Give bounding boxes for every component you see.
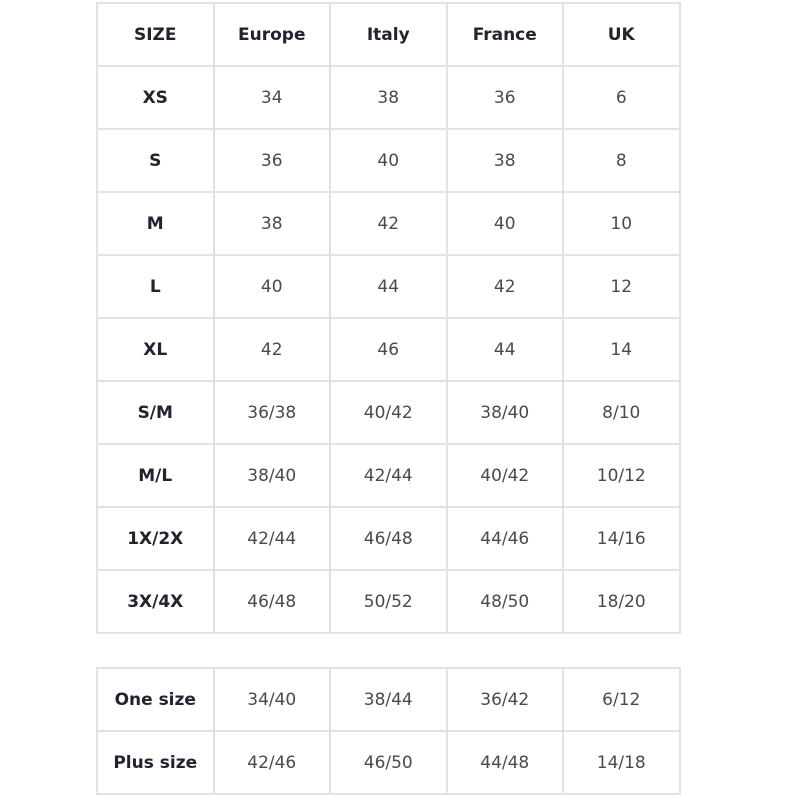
table-row: S/M 36/38 40/42 38/40 8/10 — [96, 380, 681, 445]
table-cell: 42 — [445, 254, 564, 319]
size-label-cell: S/M — [96, 380, 215, 445]
table-cell: 14/16 — [562, 506, 681, 571]
size-label-cell: S — [96, 128, 215, 193]
size-conversion-table: SIZE Europe Italy France UK XS 34 38 36 6 S 36 40 38 8… — [96, 2, 681, 634]
table-cell: 14 — [562, 317, 681, 382]
size-label-cell: XS — [96, 65, 215, 130]
table-cell: 8/10 — [562, 380, 681, 445]
table-cell: 34 — [212, 65, 331, 130]
size-label-cell: Plus size — [96, 730, 215, 795]
size-label-cell: XL — [96, 317, 215, 382]
table-cell: 36 — [445, 65, 564, 130]
table-row: S 36 40 38 8 — [96, 128, 681, 193]
table-cell: 44/48 — [445, 730, 564, 795]
column-header: France — [445, 2, 564, 67]
header-row: SIZE Europe Italy France UK — [96, 2, 681, 67]
column-header: Europe — [212, 2, 331, 67]
table-row: Plus size 42/46 46/50 44/48 14/18 — [96, 730, 681, 795]
table-cell: 44 — [445, 317, 564, 382]
table-cell: 6 — [562, 65, 681, 130]
column-header: UK — [562, 2, 681, 67]
size-label-cell: M — [96, 191, 215, 256]
table-cell: 38/40 — [212, 443, 331, 508]
table-cell: 18/20 — [562, 569, 681, 634]
table-cell: 40 — [212, 254, 331, 319]
table-row: M 38 42 40 10 — [96, 191, 681, 256]
size-label-cell: M/L — [96, 443, 215, 508]
table-cell: 6/12 — [562, 667, 681, 732]
table-cell: 42 — [212, 317, 331, 382]
table-row: L 40 44 42 12 — [96, 254, 681, 319]
size-label-cell: 1X/2X — [96, 506, 215, 571]
table-row: One size 34/40 38/44 36/42 6/12 — [96, 667, 681, 732]
table-cell: 8 — [562, 128, 681, 193]
table-cell: 38 — [329, 65, 448, 130]
table-cell: 36/42 — [445, 667, 564, 732]
table-cell: 44/46 — [445, 506, 564, 571]
table-cell: 38 — [445, 128, 564, 193]
table-cell: 10/12 — [562, 443, 681, 508]
table-cell: 48/50 — [445, 569, 564, 634]
table-row: M/L 38/40 42/44 40/42 10/12 — [96, 443, 681, 508]
table-cell: 36/38 — [212, 380, 331, 445]
table-cell: 38/44 — [329, 667, 448, 732]
table-cell: 38 — [212, 191, 331, 256]
table-cell: 10 — [562, 191, 681, 256]
table-row: 1X/2X 42/44 46/48 44/46 14/16 — [96, 506, 681, 571]
table-cell: 42/46 — [212, 730, 331, 795]
size-label-cell: 3X/4X — [96, 569, 215, 634]
table-cell: 44 — [329, 254, 448, 319]
table-row: 3X/4X 46/48 50/52 48/50 18/20 — [96, 569, 681, 634]
table-cell: 34/40 — [212, 667, 331, 732]
column-header: SIZE — [96, 2, 215, 67]
table-cell: 42/44 — [212, 506, 331, 571]
table-cell: 40/42 — [329, 380, 448, 445]
table-cell: 46/48 — [212, 569, 331, 634]
size-label-cell: One size — [96, 667, 215, 732]
size-label-cell: L — [96, 254, 215, 319]
table-cell: 46 — [329, 317, 448, 382]
table-cell: 50/52 — [329, 569, 448, 634]
table-cell: 42 — [329, 191, 448, 256]
one-plus-size-table: One size 34/40 38/44 36/42 6/12 Plus size 42/4… — [96, 667, 681, 795]
table-cell: 42/44 — [329, 443, 448, 508]
column-header: Italy — [329, 2, 448, 67]
table-cell: 36 — [212, 128, 331, 193]
table-row: XL 42 46 44 14 — [96, 317, 681, 382]
table-cell: 12 — [562, 254, 681, 319]
table-cell: 46/50 — [329, 730, 448, 795]
table-row: XS 34 38 36 6 — [96, 65, 681, 130]
table-cell: 40 — [445, 191, 564, 256]
table-cell: 40/42 — [445, 443, 564, 508]
table-cell: 40 — [329, 128, 448, 193]
table-cell: 14/18 — [562, 730, 681, 795]
table-cell: 46/48 — [329, 506, 448, 571]
table-cell: 38/40 — [445, 380, 564, 445]
